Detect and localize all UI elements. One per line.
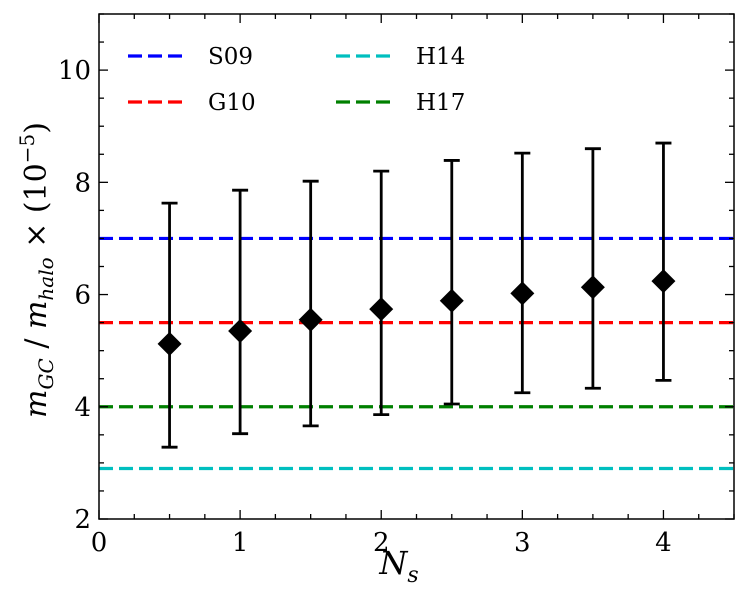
data-point-0 — [157, 331, 182, 356]
x-tick-label-0: 0 — [91, 528, 108, 558]
data-point-4 — [439, 288, 464, 313]
errorbar-1 — [232, 188, 249, 436]
x-tick-label-4: 4 — [655, 528, 672, 558]
errorbar-3 — [373, 169, 390, 417]
errorbar-2 — [302, 179, 319, 428]
data-point-1 — [228, 319, 253, 344]
y-label-s1: GC — [34, 358, 58, 389]
legend-label-h17: H17 — [416, 90, 465, 116]
legend-entry-g10: G10 — [128, 90, 256, 116]
y-tick-label-4: 4 — [74, 393, 91, 423]
y-axis-label: mGC / mhalo × (10−5) — [15, 122, 58, 418]
errorbar-6 — [584, 147, 601, 390]
y-tick-label-8: 8 — [74, 168, 91, 198]
errorbar-5 — [514, 151, 531, 395]
x-axis-label-sub: s — [407, 563, 418, 588]
data-point-2 — [298, 307, 323, 332]
legend-label-s09: S09 — [208, 44, 253, 70]
errorbar-7 — [655, 141, 672, 382]
errorbar-0 — [161, 201, 178, 449]
data-point-5 — [510, 281, 535, 306]
y-label-close: ) — [19, 122, 54, 134]
y-label-m2: m — [19, 301, 54, 329]
x-axis-label-main: N — [378, 544, 408, 582]
y-label-s2: halo — [34, 257, 58, 300]
x-tick-label-1: 1 — [232, 528, 249, 558]
y-label-times: × (10 — [19, 163, 54, 257]
legend-label-h14: H14 — [416, 44, 465, 70]
data-point-3 — [369, 297, 394, 322]
y-label-slash: / — [19, 329, 54, 358]
legend-entry-h17: H17 — [336, 90, 465, 116]
legend-label-g10: G10 — [208, 90, 256, 116]
errorbar-4 — [443, 159, 460, 406]
y-tick-label-6: 6 — [74, 281, 91, 311]
y-tick-label-2: 2 — [74, 505, 91, 535]
data-point-7 — [651, 269, 676, 294]
x-tick-label-2: 2 — [373, 528, 390, 558]
x-tick-label-3: 3 — [514, 528, 531, 558]
legend-entry-s09: S09 — [128, 44, 253, 70]
legend: S09 G10 H14 H17 — [128, 44, 465, 116]
x-axis-label: Ns — [378, 544, 418, 588]
y-label-m1: m — [19, 390, 54, 418]
y-label-exp: −5 — [15, 134, 39, 163]
legend-entry-h14: H14 — [336, 44, 465, 70]
data-point-6 — [580, 275, 605, 300]
y-tick-label-10: 10 — [58, 56, 91, 86]
